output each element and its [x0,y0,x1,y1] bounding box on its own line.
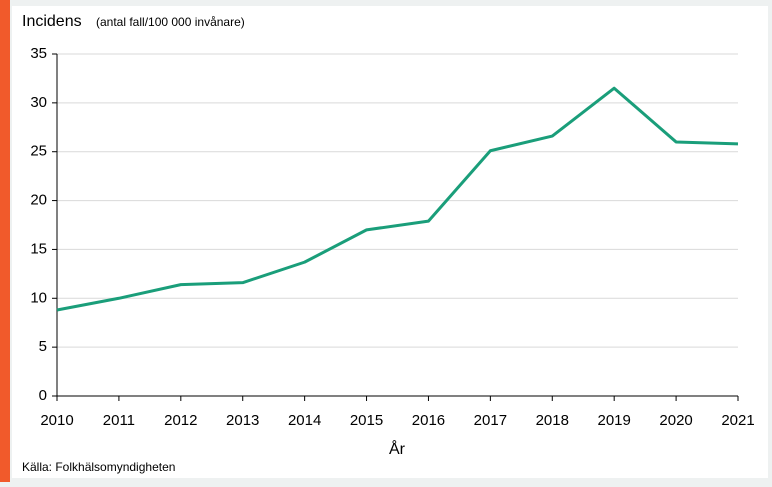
data-line [56,86,739,312]
y-tick-label: 5 [39,338,47,355]
y-tick-label: 35 [30,45,47,62]
x-tick-label: 2010 [40,412,73,429]
x-tick-label: 2012 [164,412,197,429]
panel [12,6,768,478]
x-tick-label: 2014 [288,412,321,429]
y-tick-label: 0 [39,387,47,404]
x-tick-label: 2021 [721,412,754,429]
x-tick-label: 2013 [226,412,259,429]
y-axis-label: Incidens [22,13,82,30]
y-tick-label: 30 [30,94,47,111]
x-axis-label: År [389,439,406,458]
x-tick-label: 2017 [474,412,507,429]
x-tick-label: 2011 [103,412,135,429]
y-tick-label: 15 [30,240,47,257]
x-tick-label: 2015 [350,412,383,429]
x-tick-label: 2018 [536,412,569,429]
accent-strip [0,0,10,482]
x-tick-label: 2019 [597,412,630,429]
source: Källa: Folkhälsomyndigheten [22,460,175,474]
y-tick-label: 10 [30,289,47,306]
y-tick-label: 25 [30,143,47,160]
y-tick-label: 20 [30,192,47,209]
x-tick-label: 2016 [412,412,445,429]
y-axis-unit: (antal fall/100 000 invånare) [96,15,245,29]
x-tick-label: 2020 [659,412,692,429]
